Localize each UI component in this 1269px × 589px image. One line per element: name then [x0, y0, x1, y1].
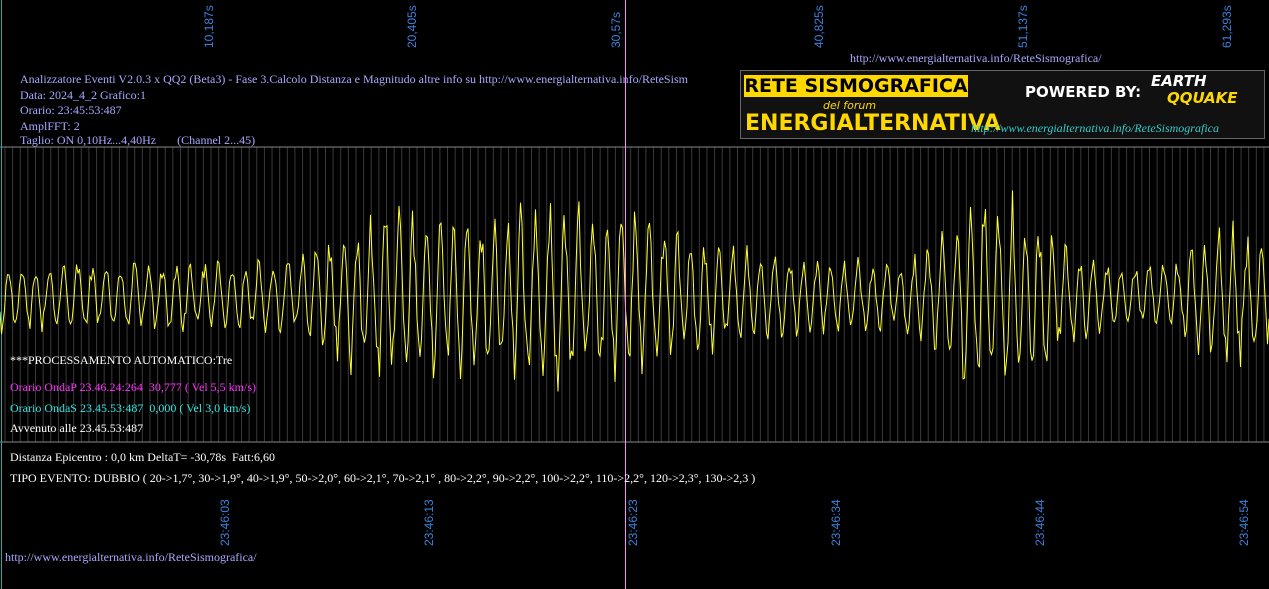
logo-brand-top: EARTH: [1151, 72, 1207, 90]
logo-subtitle: del forum: [823, 99, 877, 112]
event-type: TIPO EVENTO: DUBBIO ( 20->1,7°, 30->1,9°…: [10, 471, 756, 485]
bottom-time-label: 23:46:03: [218, 499, 232, 546]
top-time-label: 20,405s: [405, 5, 419, 48]
event-time: Avvenuto alle 23.45.53:487: [10, 421, 144, 435]
logo-banner: RETE SISMOGRAFICA del forum ENERGIALTERN…: [740, 70, 1265, 139]
header-line: Taglio: ON 0,10Hz...4,40Hz (Channel 2...…: [20, 133, 256, 147]
bottom-time-label: 23:46:13: [422, 499, 436, 546]
distance: Distanza Epicentro : 0,0 km DeltaT= -30,…: [10, 450, 276, 464]
bottom-time-label: 23:46:54: [1237, 499, 1251, 546]
bottom-time-label: 23:46:44: [1033, 499, 1047, 546]
header-line: Data: 2024_4_2 Grafico:1: [20, 88, 146, 102]
bottom-url: http://www.energialternativa.info/ReteSi…: [5, 550, 257, 564]
top-time-label: 61,293s: [1220, 5, 1234, 48]
bottom-time-label: 23:46:34: [829, 499, 843, 546]
vertical-grid: [4, 147, 1265, 442]
logo-brand: EARTH QQUAKE: [1151, 73, 1255, 109]
waveform: [0, 190, 1269, 392]
bottom-time-label: 23:46:23: [626, 499, 640, 546]
p-wave-time: Orario OndaP 23.46.24:264 30,777 ( Vel 5…: [10, 380, 256, 394]
s-wave-time: Orario OndaS 23.45.53:487 0,000 ( Vel 3,…: [10, 401, 251, 415]
logo-powered: POWERED BY:: [1025, 83, 1142, 101]
top-time-label: 51,137s: [1016, 5, 1030, 48]
top-time-label: 30,57s: [609, 11, 623, 48]
logo-url: http://www.energialternativa.info/ReteSi…: [971, 121, 1219, 135]
header-line: Orario: 23:45:53:487: [20, 103, 122, 117]
top-time-label: 40,825s: [812, 5, 826, 48]
processing-title: ***PROCESSAMENTO AUTOMATICO:Tre: [10, 353, 233, 367]
header-line: Analizzatore Eventi V2.0.3 x QQ2 (Beta3)…: [20, 72, 688, 86]
top-time-label: 10,187s: [202, 5, 216, 48]
logo-brand-bottom: QQUAKE: [1167, 89, 1238, 107]
header-line: AmplFFT: 2: [20, 119, 80, 133]
logo-forum: ENERGIALTERNATIVA: [745, 111, 1001, 136]
logo-title: RETE SISMOGRAFICA: [744, 75, 968, 97]
top-url: http://www.energialternativa.info/ReteSi…: [850, 51, 1102, 65]
